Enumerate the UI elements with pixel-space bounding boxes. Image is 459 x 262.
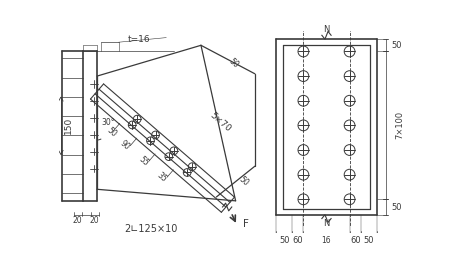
Text: 90: 90 <box>118 139 132 152</box>
Text: 60: 60 <box>292 236 303 245</box>
Text: 50: 50 <box>237 175 250 188</box>
Text: 50: 50 <box>105 126 118 139</box>
Text: 50: 50 <box>392 203 402 211</box>
Text: 35: 35 <box>155 170 168 183</box>
Text: 5×70: 5×70 <box>208 111 233 134</box>
Text: N: N <box>323 25 330 34</box>
Text: 50: 50 <box>279 236 289 245</box>
Text: 2∟125×10: 2∟125×10 <box>124 223 178 233</box>
Text: 55: 55 <box>137 154 150 168</box>
Text: N: N <box>323 220 330 228</box>
Text: 50: 50 <box>364 236 374 245</box>
Text: t=16: t=16 <box>128 35 151 44</box>
Text: 20: 20 <box>73 216 83 225</box>
Text: 20: 20 <box>90 216 100 225</box>
Text: 50: 50 <box>392 41 402 50</box>
Text: F: F <box>243 219 249 229</box>
Text: 7×100: 7×100 <box>395 111 404 139</box>
Text: 50: 50 <box>228 57 241 70</box>
Text: 150: 150 <box>64 117 73 134</box>
Text: 16: 16 <box>322 236 331 245</box>
Text: 30°: 30° <box>101 118 115 127</box>
Text: 60: 60 <box>350 236 361 245</box>
